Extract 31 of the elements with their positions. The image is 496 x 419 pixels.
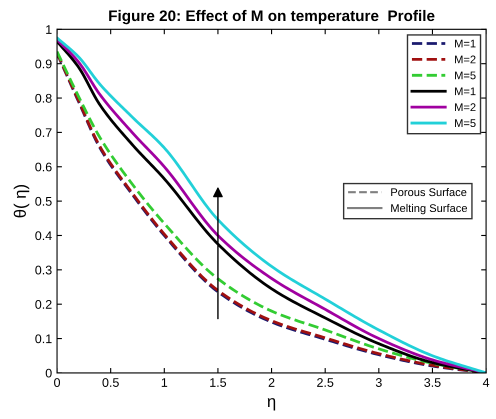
x-tick-label: 2 — [268, 378, 274, 387]
x-tick-label: 1 — [162, 378, 168, 387]
annotation: Porous Surface — [391, 188, 466, 196]
x-axis-title: η — [268, 398, 276, 411]
legend-label: M=5 — [455, 119, 476, 128]
y-tick-label: 0.6 — [35, 162, 52, 172]
y-tick-label: 0 — [46, 368, 52, 378]
x-tick-label: 0.5 — [102, 378, 119, 387]
y-tick-label: 0.4 — [35, 231, 52, 240]
y-tick-label: 0.5 — [35, 196, 52, 206]
y-tick-label: 0.2 — [35, 300, 52, 309]
annotation: Melting Surface — [391, 204, 468, 214]
chart-title: Figure 20: Effect of M on temperature Profile — [109, 10, 434, 24]
legend-label: M=5 — [455, 72, 476, 80]
x-tick-label: 3.5 — [424, 378, 441, 387]
y-tick-label: 0.1 — [35, 334, 52, 344]
x-tick-label: 1.5 — [210, 378, 226, 387]
x-tick-label: 0 — [54, 378, 60, 387]
legend-label: M=1 — [455, 40, 476, 48]
x-tick-label: 2.5 — [317, 378, 334, 387]
y-tick-label: 0.3 — [35, 266, 52, 274]
y-tick-label: 1 — [46, 25, 52, 34]
y-tick-label: 0.8 — [35, 94, 52, 103]
x-tick-label: 4 — [482, 378, 490, 387]
y-axis-title: θ( η) — [14, 185, 30, 218]
y-tick-label: 0.9 — [35, 59, 52, 68]
legend-label: M=2 — [455, 56, 476, 64]
legend-label: M=2 — [455, 103, 476, 112]
legend-label: M=1 — [455, 87, 476, 96]
x-tick-label: 3 — [376, 378, 382, 387]
y-tick-label: 0.7 — [35, 128, 52, 138]
